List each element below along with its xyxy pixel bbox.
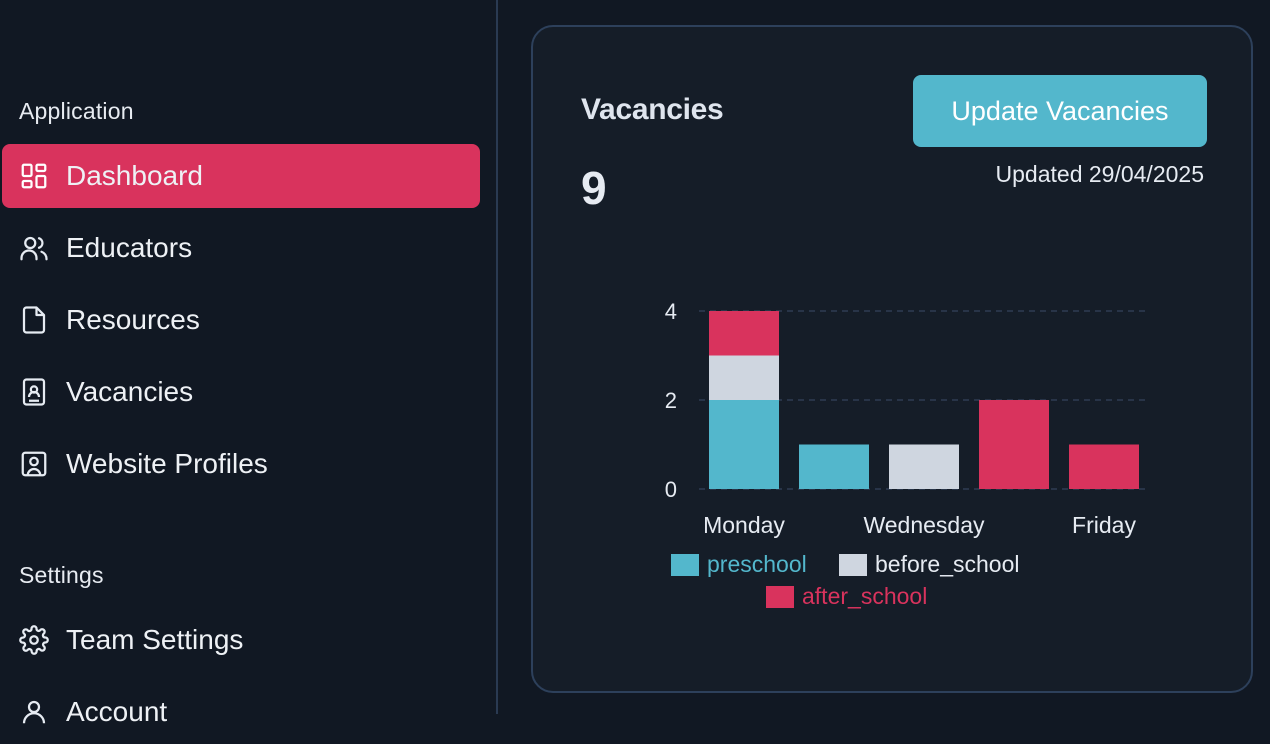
legend-item-before-school[interactable]: before_school: [839, 551, 1020, 578]
sidebar-item-dashboard[interactable]: Dashboard: [2, 144, 480, 208]
vacancies-card: Vacancies 9 Update Vacancies Updated 29/…: [531, 25, 1253, 693]
card-title: Vacancies: [581, 93, 724, 126]
legend-label: after_school: [802, 583, 928, 609]
sidebar-item-label: Website Profiles: [66, 448, 268, 479]
legend-swatch: [839, 553, 867, 576]
bar-after_school-monday[interactable]: [709, 311, 779, 356]
legend-item-after-school[interactable]: after_school: [766, 583, 927, 610]
x-tick-label: Friday: [1072, 512, 1136, 538]
sidebar-item-label: Team Settings: [66, 624, 244, 655]
file-icon: [18, 304, 50, 336]
sidebar: Application Dashboard Educators Resource…: [0, 0, 498, 727]
gear-icon: [18, 624, 50, 656]
bar-before_school-monday[interactable]: [709, 355, 779, 401]
x-tick-label: Monday: [703, 512, 785, 538]
sidebar-item-label: Vacancies: [66, 376, 194, 407]
sidebar-item-label: Account: [66, 696, 168, 727]
sidebar-item-resources[interactable]: Resources: [2, 288, 480, 352]
vacancies-total: 9: [581, 162, 607, 214]
updated-timestamp: Updated 29/04/2025: [995, 161, 1204, 187]
sidebar-item-account[interactable]: Account: [2, 680, 480, 744]
section-label-application: Application: [19, 98, 134, 124]
profile-card-icon: [18, 448, 50, 480]
bar-preschool-monday[interactable]: [709, 400, 779, 489]
sidebar-item-label: Educators: [66, 232, 193, 263]
legend-label: before_school: [875, 551, 1020, 577]
contact-book-icon: [18, 376, 50, 408]
y-tick-label: 2: [665, 388, 677, 413]
section-label-settings: Settings: [19, 562, 104, 588]
legend-item-preschool[interactable]: preschool: [671, 551, 807, 578]
sidebar-item-label: Dashboard: [66, 160, 203, 191]
dashboard-icon: [18, 160, 50, 192]
sidebar-item-label: Resources: [66, 304, 200, 335]
legend-label: preschool: [707, 551, 807, 577]
sidebar-item-website-profiles[interactable]: Website Profiles: [2, 432, 480, 496]
bar-before_school-wednesday[interactable]: [889, 444, 959, 490]
legend-swatch: [766, 585, 794, 608]
sidebar-item-vacancies[interactable]: Vacancies: [2, 360, 480, 424]
sidebar-item-team-settings[interactable]: Team Settings: [2, 608, 480, 672]
bar-after_school-friday[interactable]: [1069, 444, 1139, 490]
legend-swatch: [671, 553, 699, 576]
users-icon: [18, 232, 50, 264]
vacancies-chart: 0 2 4 Monday Wednesday Friday: [665, 299, 1149, 538]
bar-preschool-tuesday[interactable]: [799, 444, 869, 490]
sidebar-item-educators[interactable]: Educators: [2, 216, 480, 280]
update-vacancies-button[interactable]: Update Vacancies: [913, 75, 1207, 147]
y-tick-label: 0: [665, 477, 677, 502]
y-tick-label: 4: [665, 299, 677, 324]
x-tick-label: Wednesday: [863, 512, 985, 538]
user-icon: [18, 696, 50, 728]
bar-after_school-thursday[interactable]: [979, 400, 1049, 489]
